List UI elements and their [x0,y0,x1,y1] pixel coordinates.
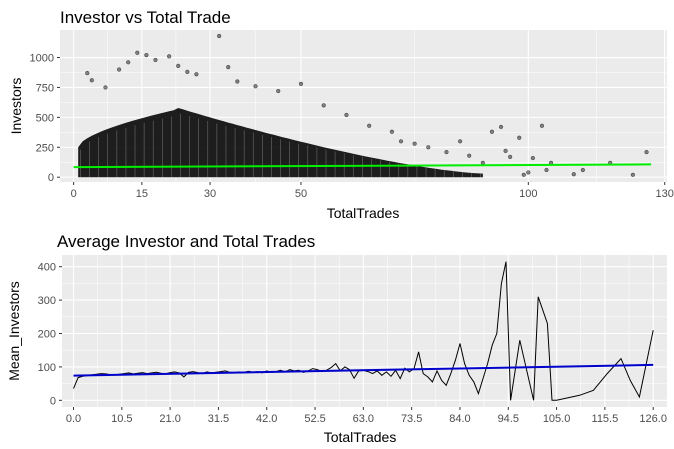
chart1-x-tick-label: 0 [71,188,77,200]
chart1-y-tick-label: 750 [36,82,54,94]
chart2-y-axis: 0 100 200 300 400 [38,262,62,407]
chart1-point [235,79,240,84]
chart1-y-axis-title: Investors [8,78,24,135]
chart1-dense-points [78,108,483,178]
chart1-points [85,33,649,177]
chart1-x-tick-label: 100 [519,188,537,200]
chart2-y-tick-label: 300 [38,295,56,307]
chart1-point [526,170,531,175]
chart2-x-tick-label: 63.0 [353,413,374,425]
chart1-point [467,153,472,158]
chart1-y-tick-label: 0 [48,172,54,184]
chart2-x-tick-label: 84.0 [449,413,470,425]
chart2-x-axis: 0.0 10.5 21.0 31.5 42.0 52.5 63.0 73.5 84.0 94.5 1… [66,407,667,425]
chart1-point [176,63,181,69]
chart2-trend-line [73,363,654,377]
chart1-point [167,54,172,59]
chart1-point [498,124,504,130]
chart1-point [276,88,281,94]
chart1-point [153,57,158,63]
chart2-y-tick-label: 400 [38,262,56,274]
chart2-x-tick-label: 42.0 [256,413,277,425]
chart1-title: Investor vs Total Trade [60,8,231,27]
chart1-trend-line [73,163,652,169]
chart2-y-tick-label: 200 [38,329,56,341]
chart2-x-tick-label: 73.5 [401,413,422,425]
chart2-x-tick-label: 21.0 [159,413,180,425]
chart1-x-axis-title: TotalTrades [327,205,400,221]
chart2-panel [62,255,667,407]
chart1-y-tick-label: 1000 [30,53,54,65]
chart1-point [517,135,522,140]
chart1-point [126,60,131,65]
chart1-point [217,33,222,39]
chart2-y-tick-label: 100 [38,362,56,374]
chart1-point [630,172,635,177]
chart2-x-tick-label: 126.0 [639,413,667,425]
investor-scatter-chart: Investor vs Total Trade 0 15 30 50 100 130 0 2… [8,8,674,221]
chart1-point [321,103,326,108]
chart1-point [571,172,576,177]
chart1-x-axis: 0 15 30 50 100 130 [71,182,674,200]
chart2-x-tick-label: 10.5 [111,413,132,425]
chart1-point [194,72,199,77]
chart1-x-tick-label: 50 [295,188,307,200]
chart1-point [367,123,372,128]
average-investor-line-chart: Average Investor and Total Trades 0.0 10.… [6,232,667,445]
chart1-y-tick-label: 250 [36,142,54,154]
chart2-y-tick-label: 0 [50,395,56,407]
chart1-point [89,78,94,83]
chart1-point [503,148,508,153]
chart1-point [458,139,463,144]
chart1-point [398,139,404,144]
chart2-x-tick-label: 105.0 [543,413,571,425]
chart1-point [344,112,349,118]
chart1-point [544,167,549,173]
chart1-point [530,155,535,161]
chart1-point [426,145,431,150]
chart1-point [508,154,513,159]
chart2-y-axis-title: Mean_Investors [6,281,22,381]
chart2-x-tick-label: 31.5 [208,413,229,425]
chart1-point [412,141,417,146]
chart1-point [644,149,649,155]
chart1-x-tick-label: 15 [136,188,148,200]
chart1-point [489,129,495,134]
chart1-y-tick-label: 500 [36,112,54,124]
chart1-point [144,53,149,58]
chart1-point [85,70,90,76]
chart2-x-tick-label: 0.0 [66,413,81,425]
chart1-point [103,85,108,90]
chart1-point [185,69,190,74]
chart1-x-tick-label: 130 [656,188,674,200]
chart2-x-tick-label: 94.5 [498,413,519,425]
chart1-dense-band [78,108,483,178]
chart2-title: Average Investor and Total Trades [57,232,315,251]
chart1-point [444,149,449,155]
chart1-x-tick-label: 30 [204,188,216,200]
chart1-point [580,167,585,173]
chart1-y-axis: 0 250 500 750 1000 [30,53,60,184]
chart2-x-tick-label: 115.5 [592,413,619,425]
chart1-trend-layer [73,163,652,169]
chart1-point [480,160,485,165]
chart1-point [226,65,231,70]
chart1-point [298,81,304,86]
chart2-x-tick-label: 52.5 [304,413,325,425]
chart1-point [135,50,140,55]
chart1-point [539,123,545,128]
chart1-point [521,172,526,177]
chart1-point [253,84,258,89]
chart2-x-axis-title: TotalTrades [324,429,397,445]
chart1-point [389,129,395,134]
chart2-trend-layer [73,363,654,377]
chart1-point [117,67,122,72]
